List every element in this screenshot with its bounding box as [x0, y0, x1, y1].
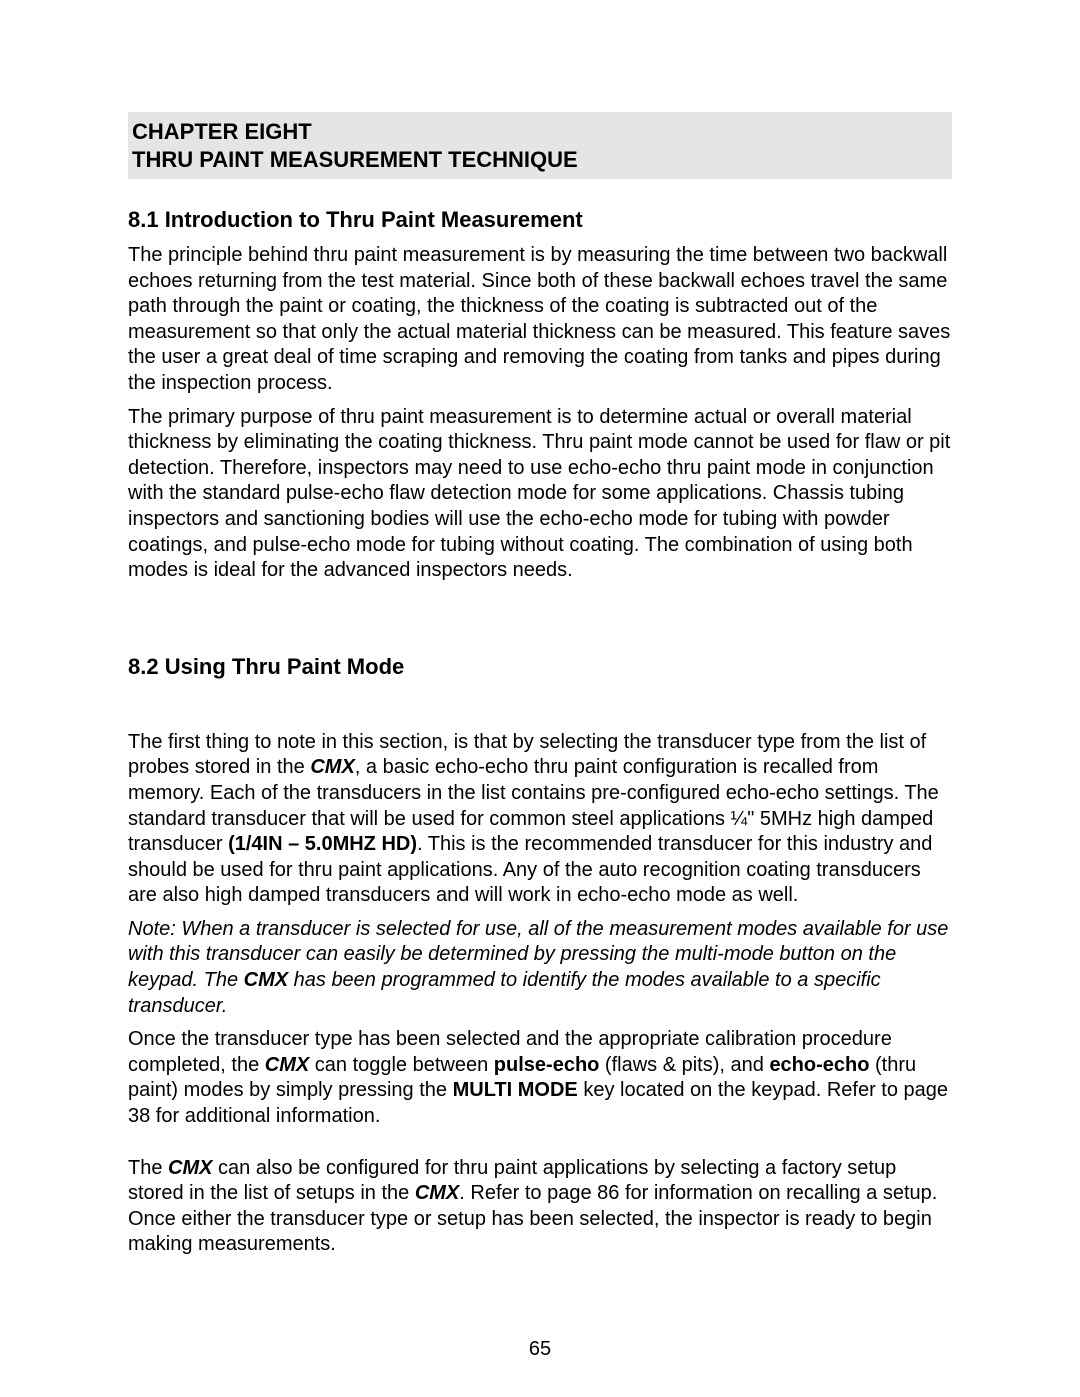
product-name: CMX: [310, 756, 354, 778]
chapter-line-1: CHAPTER EIGHT: [132, 118, 948, 146]
document-page: CHAPTER EIGHT THRU PAINT MEASUREMENT TEC…: [0, 0, 1080, 1397]
text-run: (flaws & pits), and: [599, 1054, 769, 1076]
paragraph: The CMX can also be configured for thru …: [128, 1156, 952, 1258]
product-name: CMX: [244, 969, 288, 991]
paragraph: The principle behind thru paint measurem…: [128, 243, 952, 397]
section-heading-8-2: 8.2 Using Thru Paint Mode: [128, 654, 952, 680]
product-name: CMX: [415, 1182, 459, 1204]
product-name: CMX: [265, 1054, 309, 1076]
bold-run: MULTI MODE: [453, 1079, 578, 1101]
spacer: [128, 592, 952, 626]
text-run: The: [128, 1157, 168, 1179]
spacer: [128, 690, 952, 730]
bold-run: (1/4IN – 5.0MHZ HD): [228, 833, 417, 855]
bold-run: pulse-echo: [494, 1054, 600, 1076]
chapter-header: CHAPTER EIGHT THRU PAINT MEASUREMENT TEC…: [128, 112, 952, 179]
note-paragraph: Note: When a transducer is selected for …: [128, 917, 952, 1019]
bold-run: echo-echo: [769, 1054, 869, 1076]
product-name: CMX: [168, 1157, 212, 1179]
paragraph: Once the transducer type has been select…: [128, 1027, 952, 1129]
paragraph: The first thing to note in this section,…: [128, 730, 952, 909]
spacer: [128, 1138, 952, 1156]
text-run: can toggle between: [309, 1054, 494, 1076]
section-heading-8-1: 8.1 Introduction to Thru Paint Measureme…: [128, 207, 952, 233]
paragraph: The primary purpose of thru paint measur…: [128, 405, 952, 584]
chapter-line-2: THRU PAINT MEASUREMENT TECHNIQUE: [132, 146, 948, 174]
page-number: 65: [0, 1338, 1080, 1361]
